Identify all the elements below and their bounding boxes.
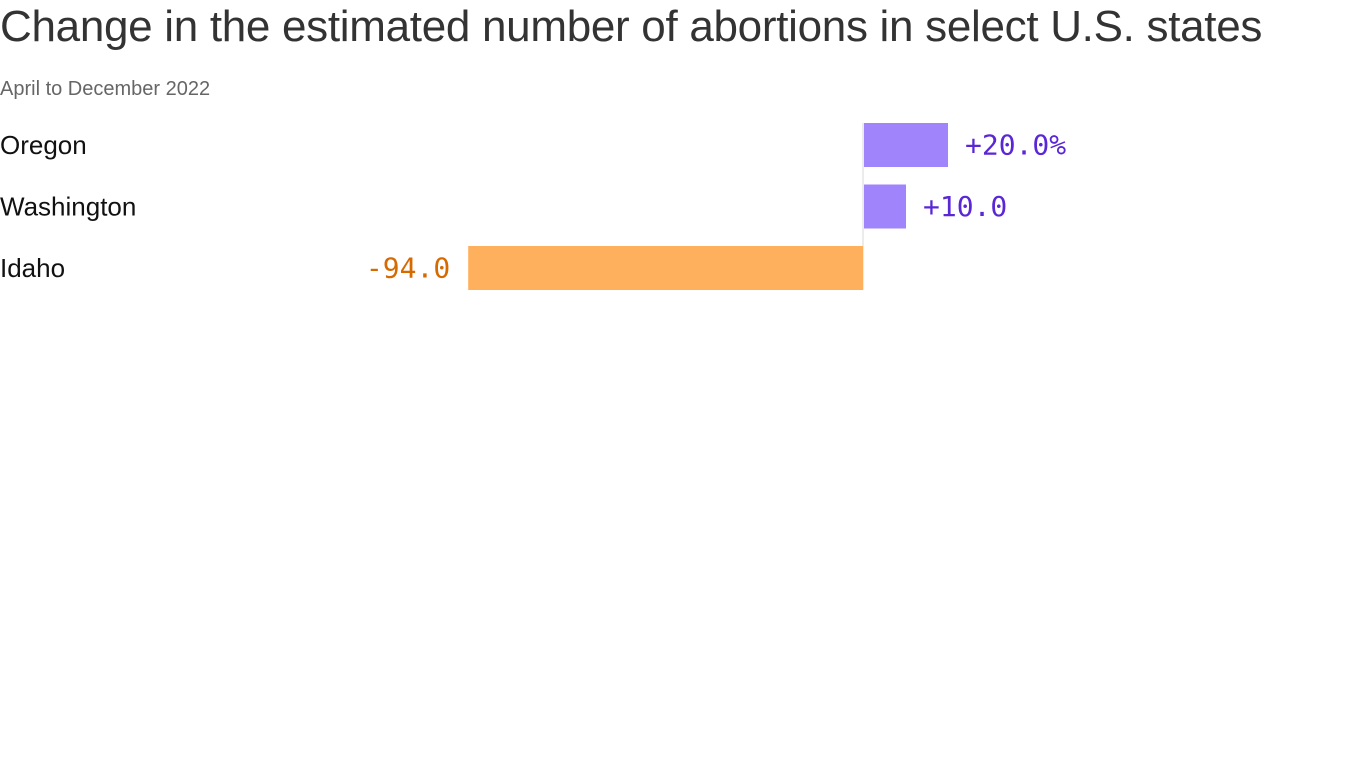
bar-washington — [864, 184, 906, 229]
value-label: +10.0 — [923, 190, 1007, 223]
chart-title: Change in the estimated number of aborti… — [0, 2, 1263, 51]
chart-subtitle: April to December 2022 — [0, 78, 211, 100]
category-label: Idaho — [0, 253, 65, 283]
value-label: -94.0 — [366, 252, 450, 285]
category-label: Washington — [0, 192, 136, 222]
bar-oregon — [864, 123, 948, 167]
bar-idaho — [468, 246, 863, 290]
category-label: Oregon — [0, 130, 87, 160]
value-label: +20.0% — [965, 129, 1066, 162]
